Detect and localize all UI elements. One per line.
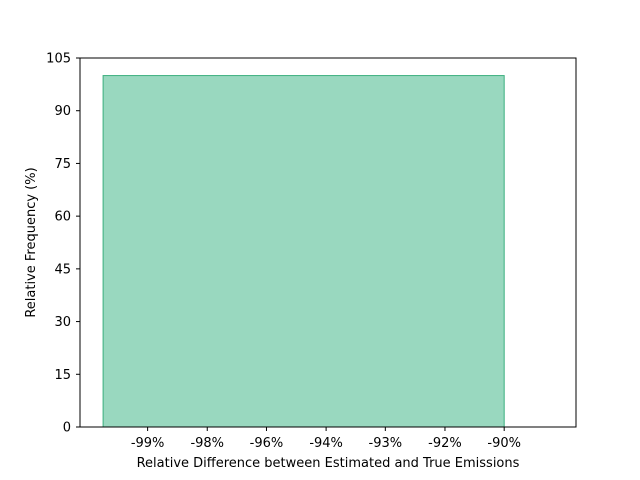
- y-tick-label: 15: [54, 368, 71, 383]
- y-tick-label: 75: [54, 157, 71, 172]
- y-tick-label: 0: [63, 421, 71, 436]
- x-tick-label: -93%: [369, 436, 403, 451]
- x-axis-label: Relative Difference between Estimated an…: [137, 456, 520, 471]
- y-tick-label: 45: [54, 262, 71, 277]
- x-tick-label: -96%: [250, 436, 284, 451]
- plot-area-frame: [79, 57, 577, 428]
- y-tick-label: 60: [54, 210, 71, 225]
- y-tick-label: 30: [54, 315, 71, 330]
- x-tick-label: -90%: [487, 436, 521, 451]
- y-tick-label: 90: [54, 104, 71, 119]
- y-tick-label: 105: [46, 52, 71, 67]
- x-tick-label: -99%: [131, 436, 165, 451]
- histogram-bar-0: [102, 75, 505, 428]
- bars-layer: [102, 75, 505, 428]
- x-tick-label: -92%: [428, 436, 462, 451]
- y-axis: 0 15 30 45 60 75 90 105: [46, 52, 80, 436]
- y-axis-label: Relative Frequency (%): [24, 167, 39, 317]
- x-tick-label: -94%: [309, 436, 343, 451]
- x-tick-label: -98%: [190, 436, 224, 451]
- x-axis: -99% -98% -96% -94% -93% -92% -90%: [131, 427, 521, 451]
